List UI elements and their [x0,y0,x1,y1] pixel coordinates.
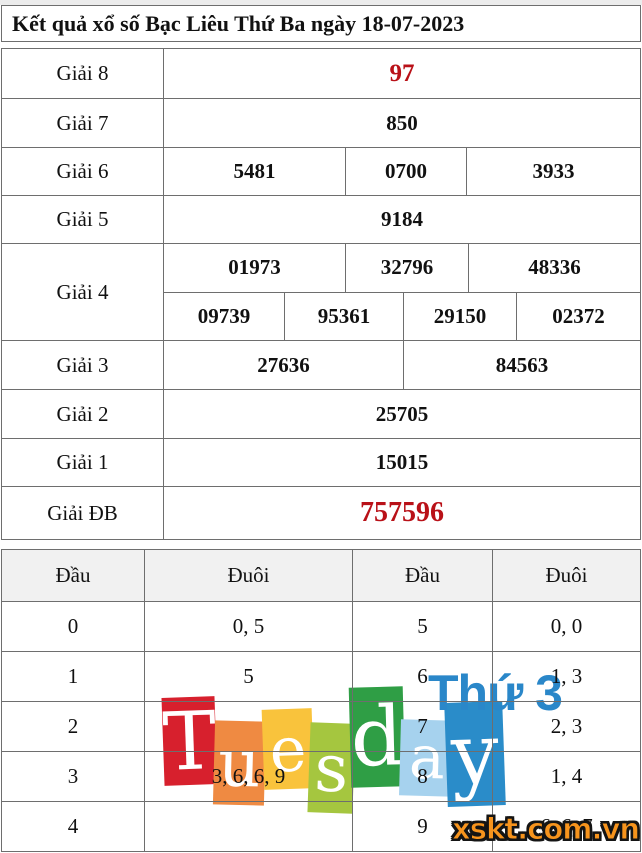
page-title: Kết quả xổ số Bạc Liêu Thứ Ba ngày 18-07… [1,5,641,42]
head-tail-table: Đầu Đuôi Đầu Đuôi 0 0, 5 5 0, 0 1 5 6 1,… [1,549,641,852]
head-cell: 6 [352,652,492,701]
tail-cell: 3, 6, 6, 9 [144,752,352,801]
tail-column-header: Đuôi [492,550,640,601]
tail-cell: 2, 3 [492,702,640,751]
tail-cell: 6, 6, 7 [492,802,640,851]
prize-row-2: Giải 2 25705 [2,389,640,438]
prize-number: 09739 [197,303,251,328]
prize-number: 95361 [284,292,403,340]
head-cell: 9 [352,802,492,851]
prize-number: 01973 [228,255,281,280]
prize-number: 84563 [403,341,640,389]
tail-cell: 0, 5 [144,602,352,651]
head-cell: 8 [352,752,492,801]
prize-number: 9184 [381,207,423,231]
prize-label: Giải 7 [2,99,164,147]
tail-cell [144,702,352,751]
site-logo: xskt.com.vn [451,812,640,847]
prize-row-5: Giải 5 9184 [2,195,640,243]
head-tail-header-row: Đầu Đuôi Đầu Đuôi [2,550,640,601]
tail-cell [144,802,352,851]
prize-row-1: Giải 1 15015 [2,438,640,486]
prize-label: Giải 5 [2,196,164,243]
prize-number: 97 [389,59,415,87]
head-cell: 0 [67,614,79,638]
prize-number: 29150 [403,292,516,340]
tail-cell: 0, 0 [492,602,640,651]
prize-label: Giải 8 [2,49,164,98]
prize-row-3: Giải 3 27636 84563 [2,340,640,389]
head-tail-row: 2 7 2, 3 [2,701,640,751]
prize-label: Giải 3 [2,341,164,389]
prize-row-4: Giải 4 01973 32796 48336 09739 95361 291… [2,243,640,340]
head-column-header: Đầu [2,550,144,601]
head-cell: 1 [67,664,79,688]
top-strip [0,0,642,5]
tail-cell: 1, 3 [492,652,640,701]
head-cell: 5 [352,602,492,651]
prize-number: 02372 [516,292,640,340]
prize-row-db: Giải ĐB 757596 [2,486,640,539]
prize-label: Giải 2 [2,390,164,438]
head-tail-row: 0 0, 5 5 0, 0 [2,601,640,651]
tail-cell: 1, 4 [492,752,640,801]
prize-number: 850 [386,110,418,135]
prize-label: Giải 1 [2,439,164,486]
prize-number: 5481 [233,159,276,183]
prize-row-6: Giải 6 5481 0700 3933 [2,147,640,195]
prize-label: Giải 6 [2,148,164,195]
prize-number: 0700 [345,148,466,195]
prize-label: Giải 4 [2,244,164,340]
prize-number: 32796 [345,244,468,292]
tail-column-header: Đuôi [144,550,352,601]
prize-number: 15015 [375,450,429,474]
head-cell: 2 [67,714,79,738]
head-tail-row: 3 3, 6, 6, 9 8 1, 4 [2,751,640,801]
head-cell: 7 [352,702,492,751]
prize-label: Giải ĐB [2,487,164,539]
head-column-header: Đầu [352,550,492,601]
head-cell: 3 [67,764,79,788]
head-cell: 4 [67,814,79,838]
head-tail-row: 1 5 6 1, 3 [2,651,640,701]
prize-number: 3933 [466,148,640,195]
prize-row-8: Giải 8 97 [2,49,640,98]
page-title-text: Kết quả xổ số Bạc Liêu Thứ Ba ngày 18-07… [12,10,465,36]
prize-table: Giải 8 97 Giải 7 850 Giải 6 5481 0700 39… [1,48,641,540]
prize-row-7: Giải 7 850 [2,98,640,147]
prize-number: 48336 [468,244,640,292]
prize-number: 757596 [360,497,444,528]
prize-number: 27636 [257,352,310,377]
tail-cell: 5 [144,652,352,701]
prize-number: 25705 [375,401,429,426]
